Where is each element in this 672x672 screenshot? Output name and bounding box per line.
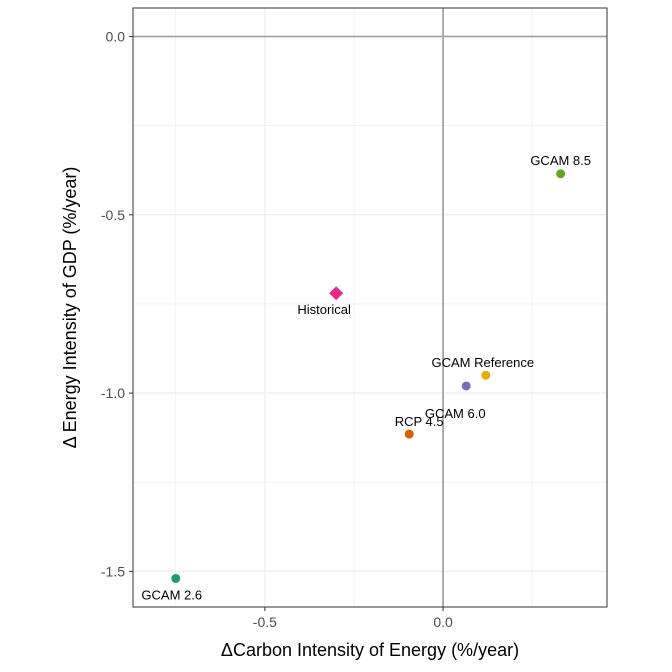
reference-lines xyxy=(133,8,607,607)
point-label: GCAM Reference xyxy=(432,355,535,370)
y-tick-label: -0.5 xyxy=(101,207,125,223)
point-label: Historical xyxy=(297,302,351,317)
x-tick-label: 0.0 xyxy=(433,614,453,630)
y-axis-title: Δ Energy Intensity of GDP (%/year) xyxy=(60,167,80,449)
y-tick-label: 0.0 xyxy=(106,29,126,45)
data-point-gcam-8-5 xyxy=(556,169,566,179)
x-tick-label: -0.5 xyxy=(253,614,277,630)
point-label: GCAM 8.5 xyxy=(530,153,591,168)
point-label: GCAM 6.0 xyxy=(425,406,486,421)
plot-panel-border xyxy=(132,7,608,608)
plot-panel-background xyxy=(133,8,607,607)
y-tick-label: -1.5 xyxy=(101,563,125,579)
data-point-historical xyxy=(329,286,344,301)
point-labels: GCAM 8.5 Historical GCAM Reference GCAM 6.0… xyxy=(141,153,591,603)
point-label: GCAM 2.6 xyxy=(141,587,202,602)
data-points xyxy=(171,169,566,583)
y-tick-label: -1.0 xyxy=(101,385,125,401)
grid-layer xyxy=(133,8,607,607)
point-label: RCP 4.5 xyxy=(395,414,444,429)
data-point-rcp-4-5 xyxy=(404,429,414,439)
axis-ticks: -0.5 0.0 0.0 -0.5 -1.0 -1.5 xyxy=(101,29,453,630)
data-point-gcam-reference xyxy=(481,370,491,380)
x-axis-title: ΔCarbon Intensity of Energy (%/year) xyxy=(221,640,519,660)
data-point-gcam-2-6 xyxy=(171,573,181,583)
data-point-gcam-6-0 xyxy=(461,381,471,391)
